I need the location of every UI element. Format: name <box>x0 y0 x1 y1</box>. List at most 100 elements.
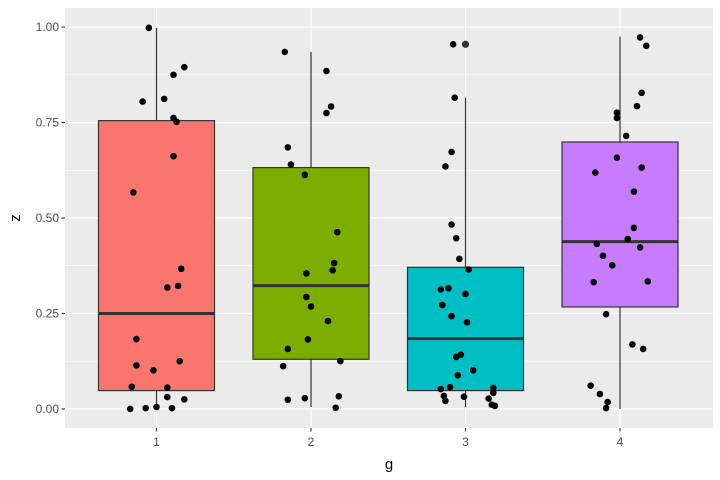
data-point <box>490 384 497 392</box>
data-point <box>164 393 171 401</box>
data-point <box>622 132 630 140</box>
box <box>252 167 370 360</box>
data-point <box>593 240 601 248</box>
data-point <box>644 278 652 285</box>
x-axis-title: g <box>385 456 393 473</box>
jitter-points <box>126 24 652 413</box>
data-point <box>490 389 497 397</box>
data-point <box>602 310 610 318</box>
data-point <box>333 228 341 236</box>
data-point <box>638 164 645 171</box>
box <box>406 266 525 392</box>
data-point <box>636 34 644 41</box>
data-point <box>284 144 292 151</box>
data-point <box>168 404 176 412</box>
data-point <box>448 221 455 228</box>
data-point <box>629 341 636 348</box>
box-group-4 <box>561 36 679 409</box>
data-point <box>174 282 182 290</box>
data-point <box>337 357 344 365</box>
data-point <box>173 118 180 126</box>
data-point <box>301 394 309 402</box>
box <box>97 120 216 392</box>
data-point <box>303 270 310 277</box>
data-point <box>327 103 335 110</box>
data-point <box>126 405 134 413</box>
x-tick-label: 3 <box>462 435 469 449</box>
data-point <box>465 266 472 273</box>
box-group-1 <box>97 27 216 409</box>
data-point <box>469 367 477 374</box>
y-tick-label: 1.00 <box>36 20 60 34</box>
data-point <box>323 67 330 75</box>
data-point <box>301 171 309 179</box>
data-point <box>485 395 492 402</box>
data-point <box>170 71 177 79</box>
data-point <box>613 154 621 161</box>
y-tick-label: 0.50 <box>36 211 60 225</box>
data-point <box>133 362 140 369</box>
outlier-point <box>461 40 470 48</box>
data-point <box>177 265 185 273</box>
data-point <box>460 393 468 400</box>
x-tick-label: 2 <box>308 435 315 449</box>
data-point <box>281 48 289 56</box>
data-point <box>150 367 157 374</box>
data-point <box>448 312 455 320</box>
data-point <box>304 336 312 343</box>
data-point <box>624 235 632 243</box>
boxes <box>97 27 679 409</box>
data-point <box>587 382 594 389</box>
data-point <box>452 234 460 242</box>
data-point <box>630 224 638 232</box>
data-point <box>287 161 295 168</box>
data-point <box>451 94 458 102</box>
data-point <box>463 318 471 326</box>
data-point <box>332 404 340 412</box>
data-point <box>329 267 336 274</box>
data-point <box>596 390 604 398</box>
data-point <box>133 335 140 343</box>
data-point <box>445 284 452 292</box>
data-point <box>142 404 149 412</box>
data-point <box>284 345 292 353</box>
data-point <box>440 392 448 400</box>
data-point <box>181 63 188 71</box>
data-point <box>164 284 171 291</box>
y-axis: 0.00 0.25 0.50 0.75 1.00 <box>36 20 65 416</box>
data-point <box>442 163 449 170</box>
data-point <box>437 385 445 393</box>
data-point <box>462 290 469 298</box>
data-point <box>323 109 330 117</box>
data-point <box>642 42 650 50</box>
data-point <box>160 95 168 103</box>
data-point <box>602 404 610 412</box>
data-point <box>446 383 454 391</box>
data-point <box>590 278 598 286</box>
data-point <box>284 396 292 404</box>
data-point <box>139 98 146 105</box>
data-point <box>613 114 621 122</box>
x-tick-label: 4 <box>617 435 624 449</box>
box <box>561 141 679 308</box>
data-point <box>439 301 446 309</box>
data-point <box>324 317 332 325</box>
data-point <box>639 345 647 353</box>
data-point <box>630 188 638 195</box>
data-point <box>307 303 315 310</box>
data-point <box>599 252 607 260</box>
y-axis-title: z <box>7 214 24 222</box>
data-point <box>608 262 616 269</box>
data-point <box>491 402 499 410</box>
data-point <box>636 244 644 251</box>
data-point <box>335 393 343 400</box>
box-group-3 <box>406 40 525 407</box>
data-point <box>638 89 645 97</box>
y-tick-label: 0.75 <box>36 116 60 130</box>
data-point <box>330 259 338 267</box>
data-point <box>130 189 137 196</box>
data-point <box>153 403 160 411</box>
data-point <box>176 357 183 365</box>
x-tick-label: 1 <box>153 435 160 449</box>
